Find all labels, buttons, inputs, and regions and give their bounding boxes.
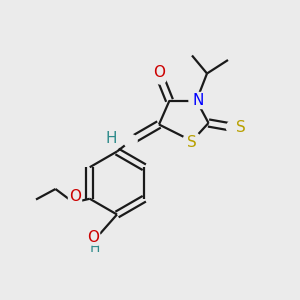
Text: O: O <box>69 189 81 204</box>
Text: S: S <box>236 120 245 135</box>
Text: O: O <box>87 230 99 244</box>
Circle shape <box>226 120 242 135</box>
Circle shape <box>68 197 79 208</box>
Circle shape <box>189 93 204 108</box>
Text: H: H <box>89 242 100 255</box>
Text: S: S <box>187 135 197 150</box>
Circle shape <box>124 134 137 148</box>
Circle shape <box>183 132 201 150</box>
Text: O: O <box>153 65 165 80</box>
Text: H: H <box>105 131 117 146</box>
Circle shape <box>87 232 102 247</box>
Text: N: N <box>192 93 203 108</box>
Circle shape <box>154 72 166 84</box>
